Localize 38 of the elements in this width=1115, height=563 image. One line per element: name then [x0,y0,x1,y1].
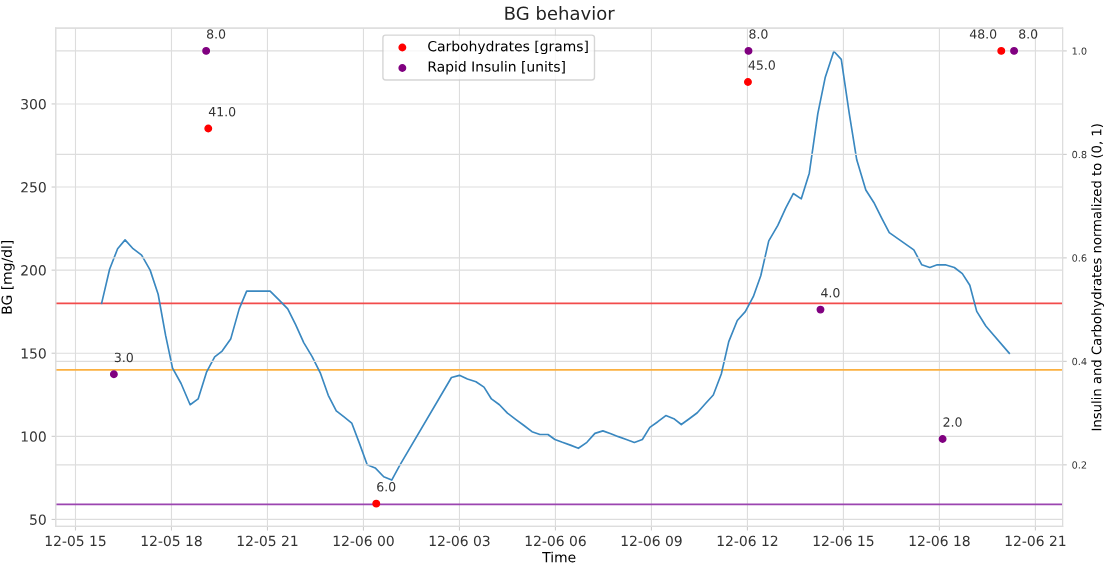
annotation: 8.0 [1019,29,1038,39]
annotation: 45.0 [748,60,775,70]
y2-tick-label: 1.0 [1072,47,1087,55]
annotation: 4.0 [821,288,840,298]
annotation: 48.0 [969,29,997,39]
y2-tick-label: 0.4 [1072,357,1087,366]
y2-axis-title: Insulin and Carbohydrates normalized to (0, 1) [1091,124,1105,431]
legend-label: Carbohydrates [grams] [428,40,588,55]
x-tick-label: 12-06 12 [717,535,778,547]
annotation: 6.0 [377,482,396,492]
x-tick-label: 12-06 00 [333,535,394,547]
chart-title: BG behavior [505,6,615,21]
x-tick-label: 12-06 18 [909,535,970,547]
annotation: 8.0 [206,29,226,39]
y2-tick-label: 0.6 [1072,254,1087,262]
x-tick-label: 12-06 21 [1005,535,1066,547]
x-tick-label: 12-05 21 [237,535,298,547]
x-tick-label: 12-06 09 [621,535,682,547]
annotation: 8.0 [749,29,768,39]
y-tick-label: 150 [21,348,46,359]
x-tick-label: 12-06 06 [525,535,586,547]
x-tick-label: 12-06 03 [429,535,490,547]
x-tick-label: 12-05 15 [45,535,106,547]
x-tick-label: 12-05 18 [141,535,202,547]
y-tick-label: 300 [21,98,46,110]
annotation: 3.0 [114,352,133,363]
x-tick-label: 12-06 15 [813,535,874,547]
y-axis-title: BG [mg/dl] [1,240,15,314]
y-tick-label: 200 [21,265,46,276]
x-axis-title: Time [542,551,576,563]
legend-label: Rapid Insulin [units] [428,61,565,75]
y-tick-label: 250 [21,182,46,193]
annotation: 2.0 [943,417,962,427]
annotation: 41.0 [208,106,236,117]
y2-tick-label: 0.8 [1072,150,1087,159]
y-tick-label: 100 [21,431,46,442]
y-tick-label: 50 [30,514,46,525]
y2-tick-label: 0.2 [1072,461,1087,469]
